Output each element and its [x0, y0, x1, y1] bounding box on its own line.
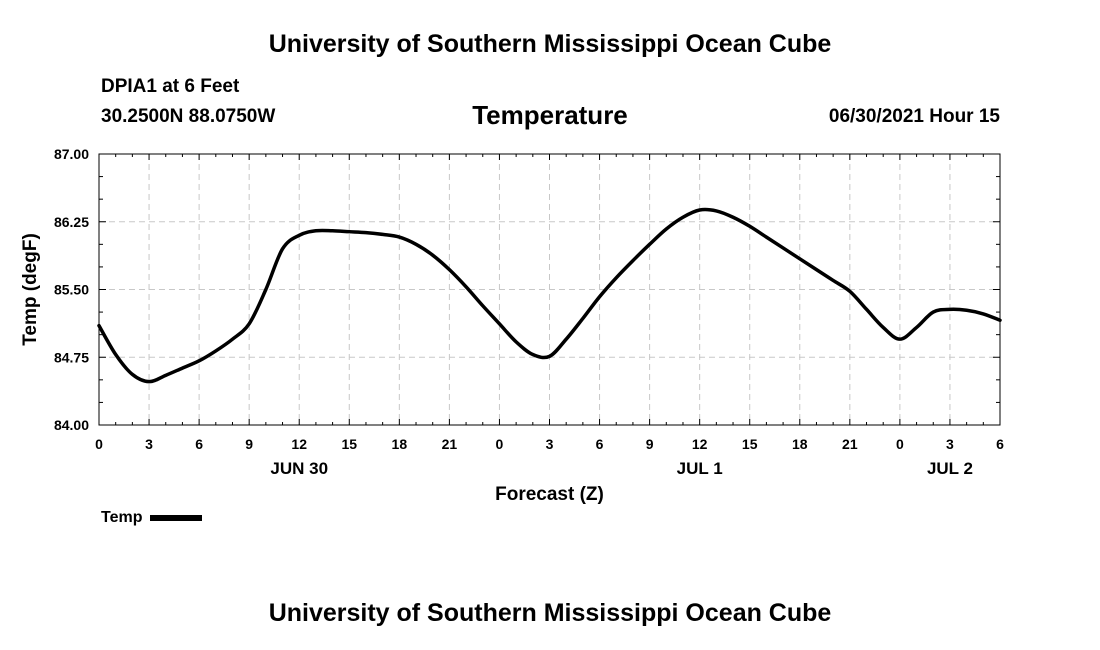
x-tick-label: 6	[596, 436, 604, 452]
x-tick-label: 3	[946, 436, 954, 452]
x-tick-label: 18	[392, 436, 408, 452]
x-tick-label: 12	[692, 436, 708, 452]
forecast-datetime: 06/30/2021 Hour 15	[828, 106, 1000, 127]
chart-title: Temperature	[472, 100, 628, 130]
x-tick-label: 21	[442, 436, 458, 452]
y-tick-label: 84.00	[54, 417, 89, 433]
header-title: University of Southern Mississippi Ocean…	[268, 30, 832, 58]
y-tick-label: 86.25	[54, 214, 89, 230]
y-tick-label: 85.50	[54, 282, 89, 298]
legend: Temp	[101, 509, 203, 527]
x-tick-label: 21	[842, 436, 858, 452]
plot-frame	[98, 153, 1001, 426]
x-tick-label: 15	[742, 436, 758, 452]
x-tick-label: 9	[245, 436, 253, 452]
x-tick-label: 15	[341, 436, 357, 452]
x-tick-label: 0	[95, 436, 103, 452]
x-tick-label: 6	[195, 436, 203, 452]
date-label: JUL 1	[677, 459, 723, 478]
x-tick-label: 9	[646, 436, 654, 452]
x-tick-label: 3	[145, 436, 153, 452]
y-tick-label: 87.00	[54, 146, 89, 162]
x-tick-label: 6	[996, 436, 1004, 452]
x-tick-label: 3	[546, 436, 554, 452]
legend-label: Temp	[101, 509, 143, 526]
series-layer	[97, 207, 1002, 384]
footer-title: University of Southern Mississippi Ocean…	[268, 599, 832, 627]
x-tick-label: 12	[291, 436, 307, 452]
station-coordinates: 30.2500N 88.0750W	[101, 106, 276, 127]
x-tick-label: 0	[496, 436, 504, 452]
x-tick-label: 18	[792, 436, 808, 452]
y-axis-title: Temp (degF)	[20, 233, 41, 346]
y-tick-label: 84.75	[54, 349, 89, 365]
station-name: DPIA1 at 6 Feet	[101, 76, 240, 97]
axis-labels: 0 3 6 9 12 15 18 21 0 3 6 9 12 15 18 21 0 3 6 84.00 84.75 85.…	[20, 146, 1004, 505]
date-label: JUL 2	[927, 459, 973, 478]
legend-line-swatch	[150, 515, 203, 521]
grid-lines	[99, 154, 1000, 425]
temp-series-line	[97, 207, 1002, 384]
date-label: JUN 30	[270, 459, 328, 478]
x-axis-title: Forecast (Z)	[495, 484, 604, 505]
x-tick-label: 0	[896, 436, 904, 452]
